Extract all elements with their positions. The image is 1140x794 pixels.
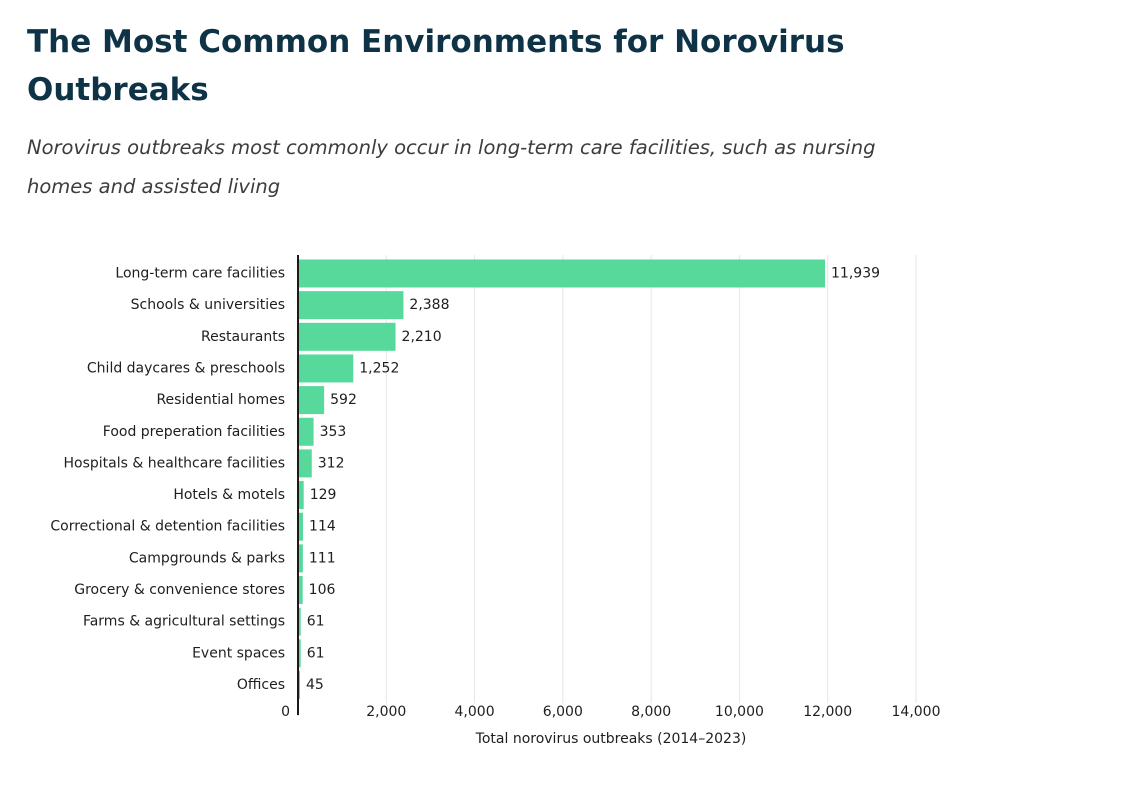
category-label: Campgrounds & parks <box>129 550 285 566</box>
bar <box>298 449 312 478</box>
x-tick-label: 10,000 <box>715 704 764 720</box>
gridlines <box>385 255 917 704</box>
category-label: Child daycares & preschools <box>87 360 285 376</box>
category-label: Hotels & motels <box>173 487 285 503</box>
x-axis-ticks: 0 2,000 4,000 6,000 8,000 10,000 12,000 14,000 <box>281 704 940 720</box>
value-label: 2,388 <box>409 297 449 313</box>
category-label: Offices <box>237 677 285 693</box>
category-label: Grocery & convenience stores <box>74 582 285 598</box>
x-tick-label: 0 <box>281 704 290 720</box>
category-label: Event spaces <box>192 645 285 661</box>
category-label: Residential homes <box>156 392 285 408</box>
bar <box>298 481 304 510</box>
category-label: Restaurants <box>201 329 285 345</box>
chart-title: The Most Common Environments for Norovir… <box>27 24 845 108</box>
bar <box>298 386 325 415</box>
x-tick-label: 14,000 <box>892 704 941 720</box>
x-tick-label: 4,000 <box>455 704 495 720</box>
bar <box>298 291 404 320</box>
value-label: 114 <box>309 519 336 535</box>
value-label: 61 <box>307 645 325 661</box>
x-tick-label: 8,000 <box>631 704 671 720</box>
bar <box>298 544 303 573</box>
bar <box>298 639 301 668</box>
value-label: 11,939 <box>831 266 880 282</box>
value-label: 2,210 <box>402 329 442 345</box>
chart-subtitle: Norovirus outbreaks most commonly occur … <box>27 136 876 198</box>
bar <box>298 607 301 636</box>
bar <box>298 322 396 351</box>
value-label: 61 <box>307 614 325 630</box>
bars <box>298 259 826 699</box>
x-tick-label: 12,000 <box>803 704 852 720</box>
x-axis-title: Total norovirus outbreaks (2014–2023) <box>475 731 747 747</box>
category-label: Hospitals & healthcare facilities <box>64 455 286 471</box>
value-label: 1,252 <box>359 360 399 376</box>
category-label: Food preperation facilities <box>103 424 285 440</box>
value-label: 106 <box>309 582 336 598</box>
x-tick-label: 2,000 <box>366 704 406 720</box>
value-label: 353 <box>320 424 347 440</box>
bar <box>298 512 304 541</box>
bar <box>298 259 826 288</box>
category-labels: Long-term care facilities Schools & unive… <box>50 266 285 693</box>
category-label: Schools & universities <box>131 297 285 313</box>
x-tick-label: 6,000 <box>543 704 583 720</box>
category-label: Farms & agricultural settings <box>83 614 285 630</box>
bar <box>298 417 314 446</box>
value-label: 111 <box>309 550 336 566</box>
category-label: Long-term care facilities <box>115 266 285 282</box>
value-label: 129 <box>310 487 337 503</box>
value-label: 45 <box>306 677 324 693</box>
value-label: 312 <box>318 455 345 471</box>
value-label: 592 <box>330 392 357 408</box>
category-label: Correctional & detention facilities <box>50 519 285 535</box>
bar <box>298 576 303 604</box>
bar <box>298 354 354 383</box>
